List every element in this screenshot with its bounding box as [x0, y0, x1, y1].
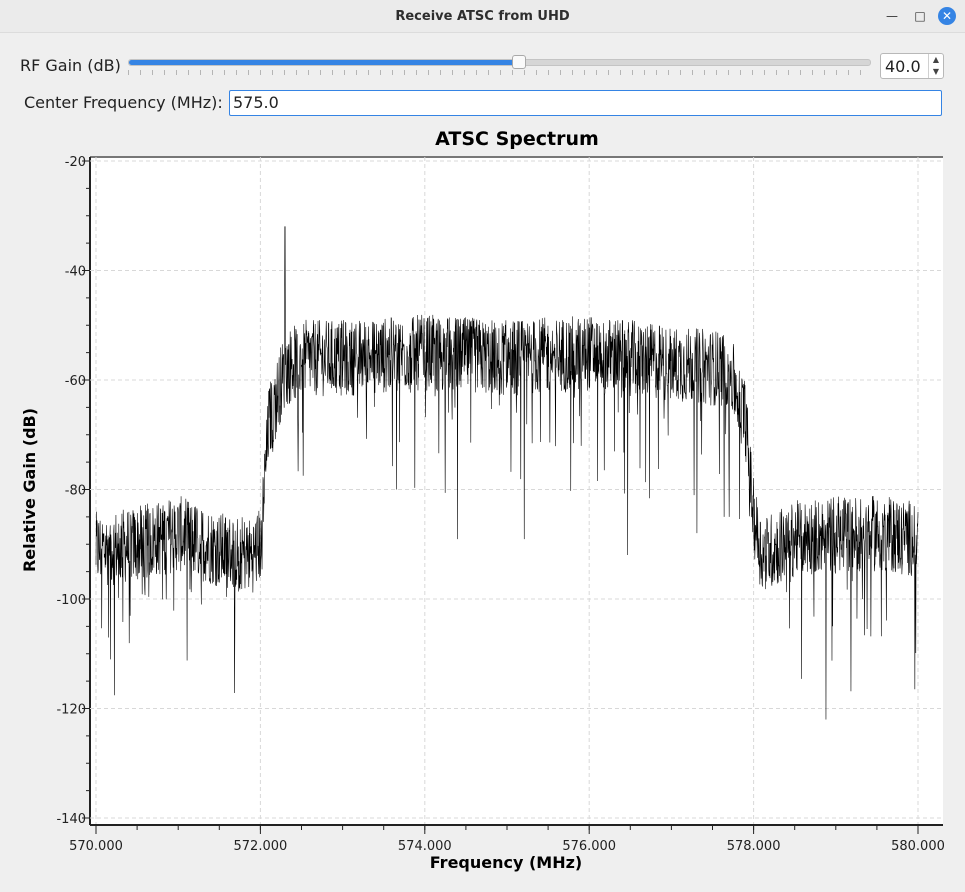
maximize-icon[interactable]: □: [914, 9, 926, 23]
plot-area: [90, 157, 943, 825]
title-bar: Receive ATSC from UHD — □ ✕: [0, 0, 965, 33]
spectrum-trace: [95, 226, 919, 720]
close-icon[interactable]: ✕: [938, 7, 956, 25]
rf-gain-slider-fill: [129, 60, 519, 65]
y-tick-label: -120: [56, 703, 86, 718]
rf-gain-slider-ticks: [128, 70, 869, 75]
y-tick-label: -100: [56, 593, 86, 608]
y-tick-label: -80: [65, 484, 86, 499]
center-frequency-label: Center Frequency (MHz):: [24, 93, 223, 112]
rf-gain-slider[interactable]: [128, 55, 871, 69]
y-tick-label: -140: [56, 812, 86, 827]
minimize-icon[interactable]: —: [886, 9, 898, 23]
spectrum-plot: ATSC Spectrum -20 -40 -60 -80 -100 -120 -140 5…: [20, 128, 945, 872]
y-tick-label: -60: [65, 374, 86, 389]
center-frequency-input[interactable]: [229, 90, 942, 116]
x-tick-label: 580.000: [891, 839, 945, 854]
y-axis-ticks: -20 -40 -60 -80 -100 -120 -140: [56, 155, 90, 827]
x-tick-label: 576.000: [562, 839, 616, 854]
rf-gain-spinbox[interactable]: 40.0 ▲ ▼: [880, 53, 944, 79]
x-tick-label: 578.000: [727, 839, 781, 854]
spin-down-icon[interactable]: ▼: [932, 67, 940, 76]
x-axis-label: Frequency (MHz): [430, 853, 582, 872]
y-axis-label: Relative Gain (dB): [20, 408, 39, 572]
x-tick-label: 570.000: [69, 839, 123, 854]
grid-lines: [90, 157, 943, 825]
y-tick-label: -20: [65, 155, 86, 170]
window-title: Receive ATSC from UHD: [395, 9, 570, 24]
rf-gain-value[interactable]: 40.0: [885, 57, 921, 76]
chart-title: ATSC Spectrum: [435, 128, 599, 150]
x-tick-label: 574.000: [398, 839, 452, 854]
x-axis-ticks: 570.000 572.000 574.000 576.000 578.000 580.0…: [69, 824, 945, 854]
rf-gain-label: RF Gain (dB): [20, 56, 121, 75]
spin-up-icon[interactable]: ▲: [932, 55, 940, 64]
rf-gain-slider-handle[interactable]: [512, 55, 527, 69]
x-tick-label: 572.000: [234, 839, 288, 854]
y-tick-label: -40: [65, 265, 86, 280]
